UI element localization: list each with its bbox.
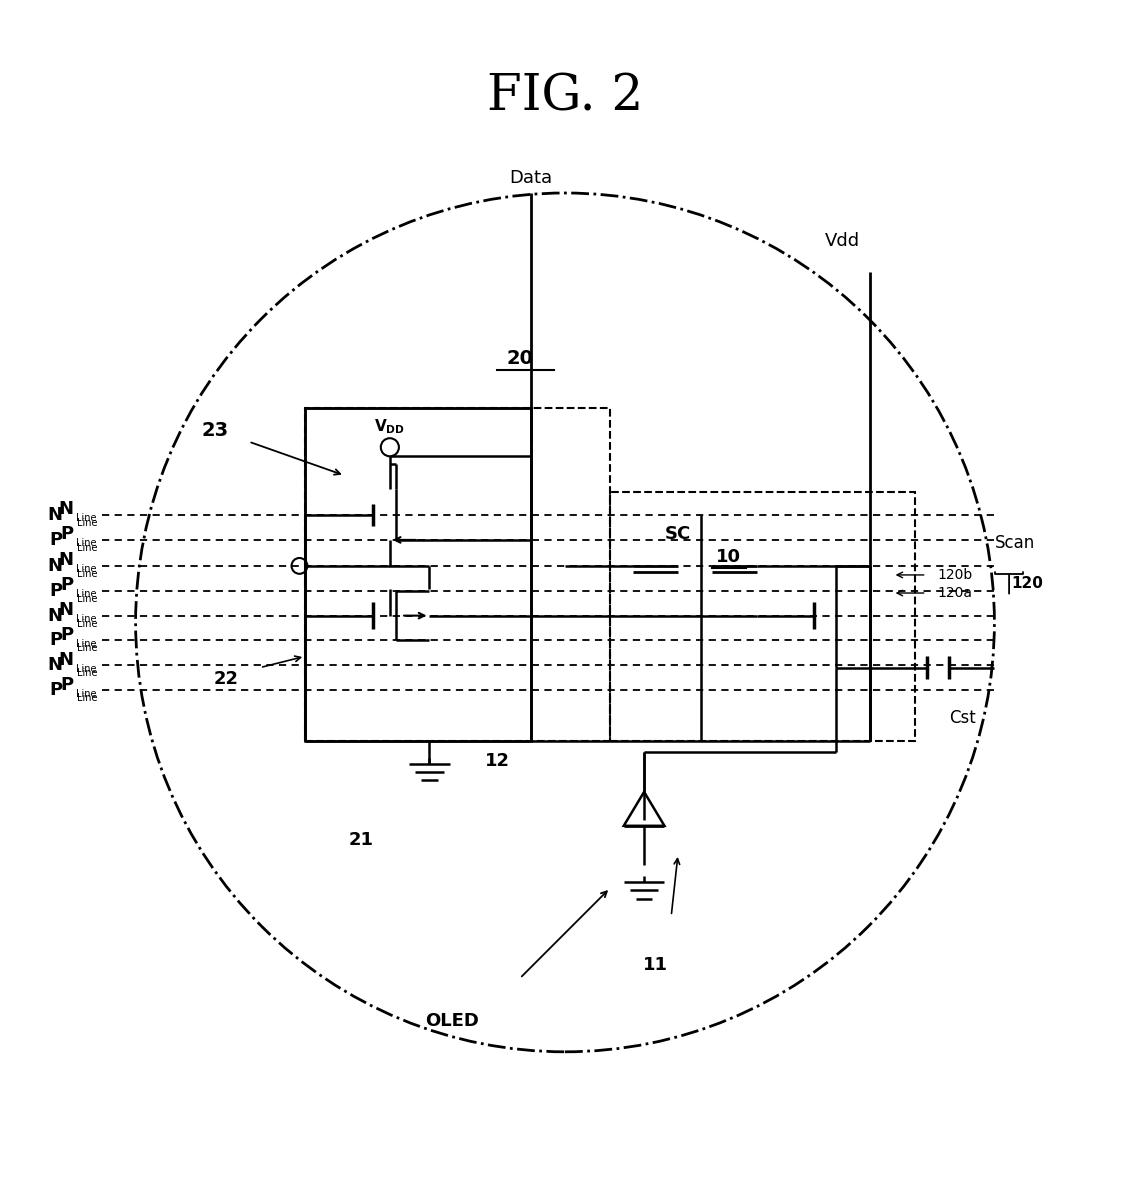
Text: 12: 12	[485, 752, 510, 771]
Text: Line: Line	[76, 664, 96, 673]
Text: 20: 20	[506, 350, 533, 368]
Text: Vdd: Vdd	[825, 232, 860, 250]
Text: 120: 120	[1011, 577, 1043, 592]
Text: SC: SC	[664, 525, 692, 544]
Text: Line: Line	[76, 639, 96, 649]
Text: Line: Line	[77, 593, 97, 604]
Text: N: N	[59, 651, 73, 669]
Text: 120a: 120a	[938, 586, 973, 600]
Text: N: N	[47, 606, 62, 625]
Text: FIG. 2: FIG. 2	[487, 72, 643, 121]
Text: Line: Line	[77, 644, 97, 653]
Text: N: N	[59, 551, 73, 570]
Text: 23: 23	[201, 421, 228, 440]
Text: P: P	[60, 626, 73, 644]
Text: P: P	[60, 525, 73, 544]
Bar	[305, 407, 610, 742]
Text: OLED: OLED	[425, 1012, 479, 1030]
Text: Line: Line	[76, 614, 96, 624]
Bar	[305, 407, 531, 742]
Text: 10: 10	[716, 548, 741, 566]
Text: 11: 11	[643, 956, 668, 973]
Text: P: P	[49, 681, 62, 699]
Text: N: N	[47, 506, 62, 524]
Text: P: P	[60, 576, 73, 594]
Text: N: N	[59, 601, 73, 619]
Text: Line: Line	[77, 693, 97, 703]
Text: Line: Line	[77, 619, 97, 629]
Text: Line: Line	[76, 564, 96, 574]
Text: P: P	[49, 632, 62, 650]
Text: Line: Line	[76, 590, 96, 599]
Text: N: N	[47, 657, 62, 674]
Text: Line: Line	[77, 568, 97, 579]
Text: P: P	[49, 531, 62, 548]
Text: 22: 22	[214, 670, 238, 687]
Bar	[610, 492, 915, 742]
Text: Scan: Scan	[994, 534, 1035, 552]
Text: $\mathbf{V_{DD}}$: $\mathbf{V_{DD}}$	[374, 418, 406, 435]
Text: 120b: 120b	[938, 568, 973, 581]
Text: Line: Line	[77, 543, 97, 553]
Text: N: N	[59, 500, 73, 518]
Text: Line: Line	[76, 689, 96, 699]
Text: Line: Line	[77, 518, 97, 528]
Text: 21: 21	[349, 831, 374, 850]
Text: Line: Line	[76, 538, 96, 548]
Text: Line: Line	[76, 513, 96, 524]
Text: P: P	[49, 581, 62, 600]
Text: N: N	[47, 557, 62, 574]
Text: Cst: Cst	[949, 710, 976, 727]
Text: Data: Data	[510, 169, 553, 187]
Text: P: P	[60, 676, 73, 693]
Text: Line: Line	[77, 669, 97, 678]
